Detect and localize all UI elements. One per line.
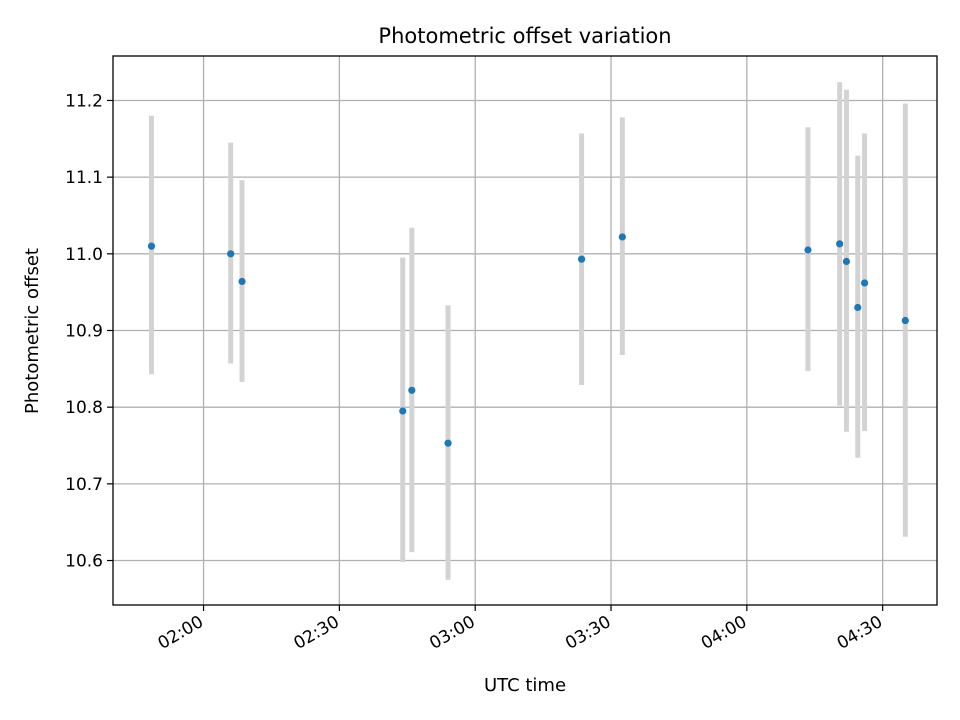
data-point bbox=[618, 233, 626, 241]
data-point bbox=[238, 277, 246, 286]
data-point bbox=[444, 439, 452, 447]
y-tick-label: 10.6 bbox=[65, 552, 103, 572]
data-point bbox=[842, 257, 851, 266]
y-axis-ticks: 10.6 10.7 10.8 10.9 11.0 11.1 11.2 bbox=[65, 91, 113, 572]
grid-lines bbox=[113, 56, 937, 605]
chart-title: Photometric offset variation bbox=[378, 24, 671, 48]
y-tick-label: 11.0 bbox=[65, 245, 103, 265]
y-axis-label: Photometric offset bbox=[22, 248, 43, 414]
y-tick-label: 10.8 bbox=[65, 398, 103, 418]
y-tick-label: 10.7 bbox=[65, 475, 103, 495]
y-tick-label: 10.9 bbox=[65, 322, 103, 342]
data-point bbox=[854, 303, 862, 312]
x-tick-label: 04:00 bbox=[698, 612, 750, 654]
x-tick-label: 03:30 bbox=[562, 612, 614, 654]
x-axis-label: UTC time bbox=[484, 675, 566, 696]
x-axis-ticks: 02:00 02:30 03:00 03:30 04:00 04:30 bbox=[155, 605, 886, 654]
data-point bbox=[147, 242, 156, 250]
data-point bbox=[227, 250, 235, 258]
data-points bbox=[147, 233, 909, 447]
data-point bbox=[408, 386, 416, 394]
x-tick-label: 04:30 bbox=[834, 612, 886, 654]
data-point bbox=[399, 407, 407, 415]
data-point bbox=[901, 316, 909, 325]
x-tick-label: 02:30 bbox=[290, 612, 342, 654]
y-tick-label: 11.1 bbox=[65, 168, 103, 188]
x-tick-label: 03:00 bbox=[426, 612, 478, 654]
data-point bbox=[577, 255, 586, 263]
x-tick-label: 02:00 bbox=[155, 612, 207, 654]
y-tick-label: 11.2 bbox=[65, 91, 103, 111]
data-point bbox=[860, 279, 869, 287]
data-point bbox=[804, 246, 812, 254]
data-point bbox=[836, 240, 844, 248]
